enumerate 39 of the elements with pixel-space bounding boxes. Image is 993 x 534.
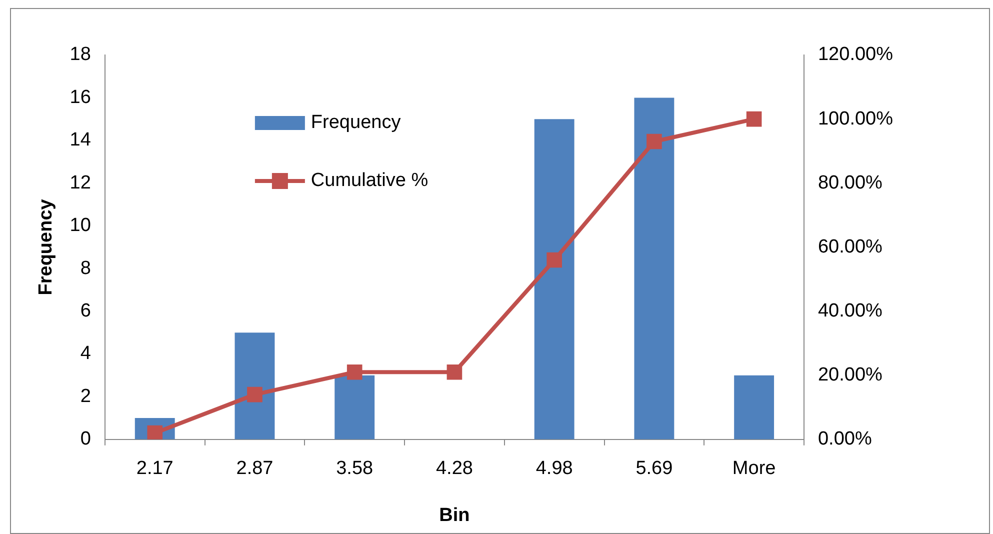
y2-tick-label: 0.00% [818, 428, 872, 450]
x-tick-label: 2.17 [136, 458, 174, 480]
legend-label: Cumulative % [310, 170, 428, 192]
bar [534, 119, 574, 440]
point [746, 111, 762, 127]
x-tick-label: 4.28 [436, 458, 473, 480]
x-axis-title: Bin [439, 504, 470, 526]
point [247, 386, 262, 402]
y-tick-label: 6 [80, 300, 91, 322]
y-tick-label: 18 [70, 44, 91, 66]
y-tick-label: 8 [80, 258, 91, 279]
y2-tick-label: 120.00% [818, 44, 894, 66]
y-tick-label: 16 [70, 86, 91, 108]
y-tick-label: 12 [70, 172, 91, 194]
y-tick-label: 10 [70, 215, 91, 236]
x-tick-label: More [732, 458, 776, 480]
y-axis-title: Frequency [36, 198, 57, 296]
bar [334, 375, 375, 440]
y2-tick-label: 40.00% [818, 300, 883, 322]
y-tick-label: 2 [80, 386, 91, 407]
y2-tick-label: 80.00% [818, 172, 883, 194]
x-tick-label: 4.98 [536, 458, 573, 480]
point [546, 252, 562, 268]
y-tick-label: 14 [70, 130, 92, 151]
y-tick-label: 0 [80, 428, 91, 450]
y2-tick-label: 20.00% [818, 364, 883, 386]
x-tick-label: 2.87 [236, 458, 274, 480]
y2-tick-label: 60.00% [818, 236, 883, 258]
bar [734, 375, 774, 440]
point [346, 364, 362, 380]
point [446, 364, 462, 380]
x-tick-label: 5.69 [636, 458, 673, 480]
bar [234, 332, 275, 440]
y-tick-label: 4 [80, 343, 92, 364]
y2-tick-label: 100.00% [818, 108, 894, 130]
legend-label: Frequency [310, 112, 402, 134]
point [646, 134, 662, 150]
bar [634, 98, 674, 440]
x-tick-label: 3.58 [336, 458, 374, 480]
